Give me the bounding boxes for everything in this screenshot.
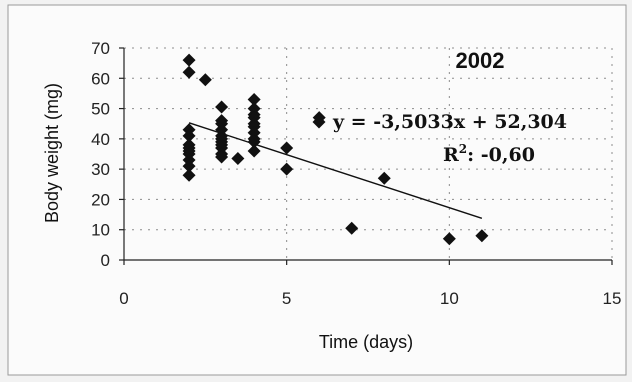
data-point — [215, 100, 229, 114]
data-point — [231, 152, 245, 166]
chart-frame — [7, 4, 627, 376]
y-tick-label: 50 — [91, 100, 110, 119]
y-tick-label: 10 — [91, 221, 110, 240]
y-tick-label: 20 — [91, 190, 110, 209]
y-tick-label: 40 — [91, 130, 110, 149]
chart-title: 2002 — [456, 48, 505, 73]
data-point — [247, 135, 261, 149]
data-point — [215, 150, 229, 164]
y-tick-label: 0 — [101, 251, 110, 270]
y-axis-label: Body weight (mg) — [42, 83, 62, 223]
data-point — [182, 159, 196, 173]
data-point — [247, 92, 261, 106]
x-tick-label: 10 — [440, 289, 459, 308]
x-tick-label: 5 — [282, 289, 291, 308]
y-tick-label: 30 — [91, 160, 110, 179]
data-point — [345, 221, 359, 235]
r-squared-exponent: 2 — [459, 142, 467, 156]
data-point — [198, 73, 212, 87]
data-point — [377, 171, 391, 185]
legend-marker — [312, 115, 326, 129]
data-point — [182, 53, 196, 67]
r-squared-label: R2: -0,60 — [443, 142, 535, 166]
trendline — [188, 122, 483, 219]
tick-labels: 0 10 20 30 40 50 60 70 0 5 10 15 — [91, 39, 621, 308]
data-point — [182, 65, 196, 79]
data-point — [182, 168, 196, 182]
data-point — [182, 129, 196, 143]
axes — [119, 47, 613, 265]
data-points — [182, 53, 489, 246]
data-point — [475, 229, 489, 243]
x-tick-label: 0 — [119, 289, 128, 308]
r-squared-value: : -0,60 — [467, 144, 535, 166]
y-tick-label: 70 — [91, 39, 110, 58]
x-tick-label: 15 — [603, 289, 622, 308]
x-axis-label: Time (days) — [319, 332, 413, 352]
r-squared-letter: R — [443, 144, 459, 166]
data-point — [247, 144, 261, 158]
data-point — [442, 232, 456, 246]
data-point — [280, 162, 294, 176]
y-tick-label: 60 — [91, 69, 110, 88]
data-point — [280, 141, 294, 155]
trendline-equation: y = -3,5033x + 52,304 — [332, 111, 567, 133]
